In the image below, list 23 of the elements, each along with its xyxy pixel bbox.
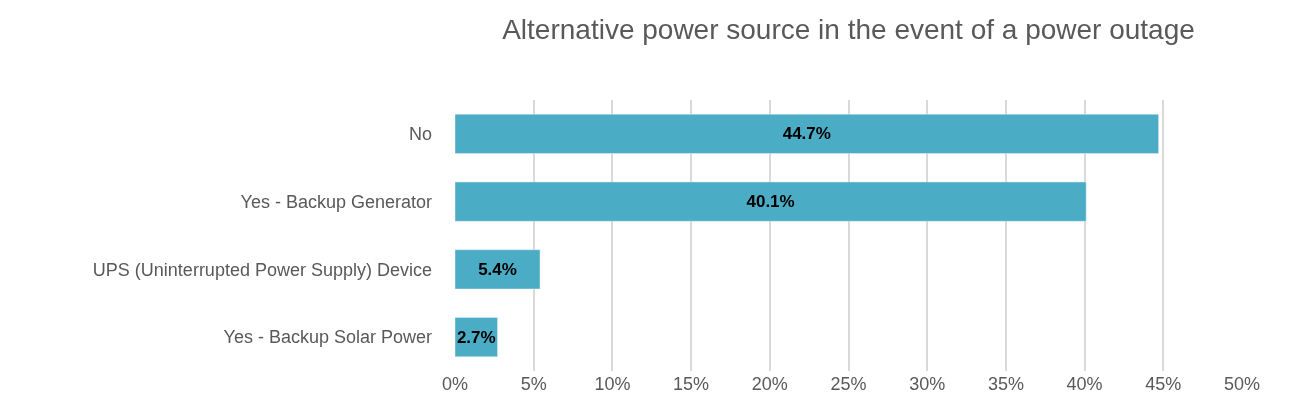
y-tick-label: No [408, 124, 432, 145]
chart-title: Alternative power source in the event of a power outage [502, 14, 1195, 46]
bar [455, 181, 1087, 222]
data-label: 5.4% [478, 259, 517, 279]
x-tick-label: 30% [909, 374, 946, 394]
x-tick-label: 35% [987, 374, 1024, 394]
x-tick-label: 25% [830, 374, 867, 394]
x-tick-label: 0% [441, 374, 469, 394]
x-tick-label: 45% [1145, 374, 1182, 394]
data-label: 2.7% [456, 327, 496, 347]
bar [455, 113, 1159, 154]
y-tick-label: Yes - Backup Generator [240, 191, 432, 212]
bar [455, 249, 541, 290]
y-tick-label: UPS (Uninterrupted Power Supply) Device [92, 259, 432, 280]
data-label: 40.1% [746, 192, 795, 212]
data-label: 44.7% [782, 124, 831, 144]
x-tick-label: 40% [1066, 374, 1103, 394]
x-tick-label: 50% [1223, 374, 1261, 394]
x-tick-label: 15% [673, 374, 710, 394]
x-tick-label: 20% [751, 374, 788, 394]
x-tick-label: 5% [520, 374, 547, 394]
x-tick-label: 10% [594, 374, 631, 394]
y-tick-label: Yes - Backup Solar Power [223, 327, 432, 348]
